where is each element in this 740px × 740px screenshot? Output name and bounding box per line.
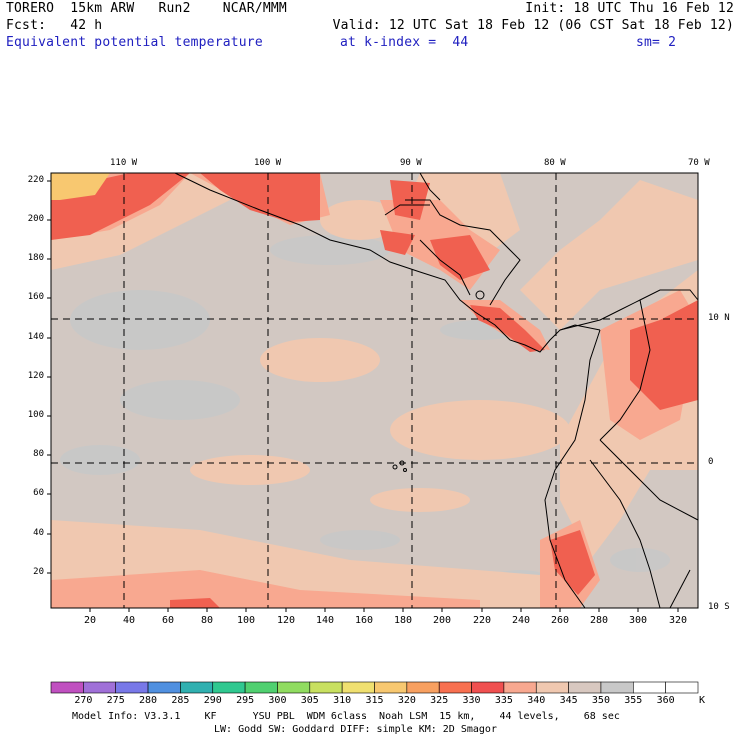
colorbar-swatch: [632, 681, 666, 694]
y-tick: 200: [27, 214, 44, 224]
x-tick: 160: [354, 615, 374, 626]
coastlines: [174, 172, 699, 609]
physics-info: LW: Godd SW: Goddard DIFF: simple KM: 2D…: [214, 724, 497, 735]
run-title: TORERO 15km ARW Run2 NCAR/MMM: [6, 1, 287, 16]
colorbar: [50, 681, 699, 694]
map-frame: [50, 172, 699, 609]
x-tick: 100: [236, 615, 256, 626]
x-tick: 60: [161, 615, 175, 626]
theta-e-field: [51, 173, 698, 608]
colorbar-tick-label: 290: [203, 695, 222, 706]
colorbar-swatch: [212, 681, 246, 694]
colorbar-tick-label: 315: [365, 695, 384, 706]
x-tick: 40: [122, 615, 136, 626]
axis-ticks: [47, 180, 679, 612]
colorbar-tick-label: 275: [106, 695, 125, 706]
colorbar-tick-label: 300: [268, 695, 287, 706]
lat-label-eq: 0: [708, 457, 714, 467]
colorbar-swatch: [438, 681, 472, 694]
x-tick: 80: [200, 615, 214, 626]
colorbar-swatch: [180, 681, 214, 694]
colorbar-tick-label: 295: [236, 695, 255, 706]
colorbar-swatch: [374, 681, 408, 694]
x-tick: 120: [276, 615, 296, 626]
colorbar-swatch: [244, 681, 278, 694]
colorbar-swatch: [115, 681, 149, 694]
lon-label-80w: 80 W: [544, 158, 566, 168]
lon-label-70w: 70 W: [688, 158, 710, 168]
level-info: at k-index = 44: [340, 35, 469, 50]
colorbar-tick-label: 305: [300, 695, 319, 706]
x-tick: 300: [628, 615, 648, 626]
y-tick: 220: [27, 175, 44, 185]
colorbar-swatch: [50, 681, 84, 694]
colorbar-swatch: [277, 681, 311, 694]
x-tick: 220: [472, 615, 492, 626]
colorbar-tick-label: 285: [171, 695, 190, 706]
colorbar-swatch: [535, 681, 569, 694]
colorbar-unit: K: [698, 695, 706, 706]
colorbar-tick-label: 320: [397, 695, 416, 706]
y-tick: 160: [27, 292, 44, 302]
lat-lon-grid: [51, 173, 698, 608]
y-tick: 60: [33, 488, 44, 498]
x-tick: 280: [589, 615, 609, 626]
colorbar-swatch: [147, 681, 181, 694]
lon-label-100w: 100 W: [254, 158, 282, 168]
colorbar-swatch: [665, 681, 699, 694]
y-tick: 120: [27, 371, 44, 381]
y-tick: 20: [33, 567, 44, 577]
colorbar-tick-label: 345: [559, 695, 578, 706]
y-tick: 80: [33, 449, 44, 459]
x-tick: 20: [83, 615, 97, 626]
lat-label-10n: 10 N: [708, 313, 730, 323]
colorbar-tick-label: 355: [624, 695, 643, 706]
forecast-hour: Fcst: 42 h: [6, 18, 103, 33]
model-info: Model Info: V3.3.1 KF YSU PBL WDM 6class…: [72, 711, 620, 722]
y-tick: 180: [27, 253, 44, 263]
lon-label-90w: 90 W: [400, 158, 422, 168]
y-tick: 40: [33, 528, 44, 538]
colorbar-tick-label: 325: [430, 695, 449, 706]
x-tick: 140: [315, 615, 335, 626]
colorbar-swatch: [309, 681, 343, 694]
colorbar-tick-label: 310: [333, 695, 352, 706]
x-tick: 180: [393, 615, 413, 626]
x-tick: 200: [432, 615, 452, 626]
colorbar-tick-label: 350: [591, 695, 610, 706]
colorbar-swatch: [406, 681, 440, 694]
x-tick: 320: [668, 615, 688, 626]
colorbar-swatch: [471, 681, 505, 694]
colorbar-tick-label: 280: [139, 695, 158, 706]
colorbar-swatch: [341, 681, 375, 694]
y-tick: 100: [27, 410, 44, 420]
colorbar-tick-label: 330: [462, 695, 481, 706]
colorbar-tick-label: 270: [74, 695, 93, 706]
colorbar-swatch: [568, 681, 602, 694]
lat-label-10s: 10 S: [708, 602, 730, 612]
colorbar-tick-label: 340: [527, 695, 546, 706]
lon-label-110w: 110 W: [110, 158, 138, 168]
colorbar-swatch: [503, 681, 537, 694]
colorbar-swatch: [83, 681, 116, 694]
smoothing-info: sm= 2: [636, 35, 677, 50]
y-tick: 140: [27, 332, 44, 342]
x-tick: 240: [511, 615, 531, 626]
init-time: Init: 18 UTC Thu 16 Feb 12: [525, 1, 734, 16]
colorbar-tick-label: 335: [494, 695, 513, 706]
colorbar-swatch: [600, 681, 634, 694]
field-name: Equivalent potential temperature: [6, 35, 263, 50]
colorbar-tick-label: 360: [656, 695, 675, 706]
x-tick: 260: [550, 615, 570, 626]
valid-time: Valid: 12 UTC Sat 18 Feb 12 (06 CST Sat …: [332, 18, 734, 33]
